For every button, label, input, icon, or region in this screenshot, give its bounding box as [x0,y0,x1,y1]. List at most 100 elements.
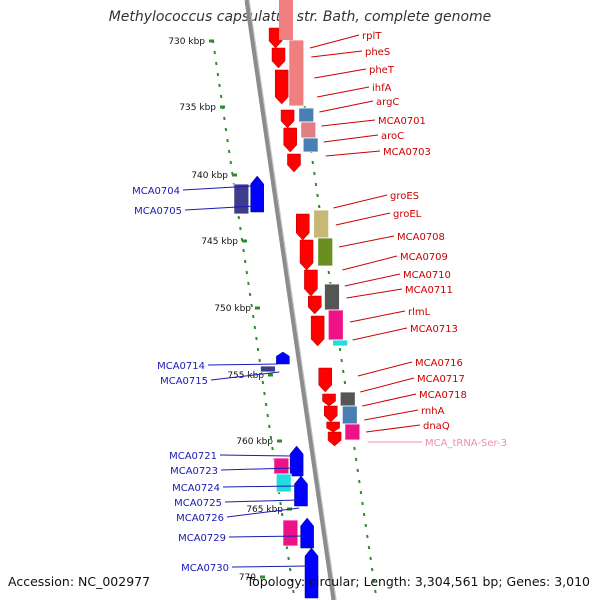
reverse-gene-label: MCA0726 [176,513,224,524]
reverse-gene-label: MCA0714 [157,361,205,372]
reverse-gene-label: MCA0704 [132,186,180,197]
forward-gene-arrow [283,127,297,153]
forward-gene-label: MCA0710 [403,270,451,281]
forward-gene-arrow [318,367,332,393]
topology-summary: Topology: circular; Length: 3,304,561 bp… [246,574,590,589]
forward-gene-arrow [271,47,286,69]
reverse-label-leader [226,507,300,518]
track-dot-right [364,523,367,528]
scale-label: 740 kbp [191,171,228,181]
forward-label-leader [319,100,374,113]
forward-label-leader [317,86,370,98]
track-dot-left [266,413,269,418]
forward-label-leader [335,212,391,226]
forward-gene-arrow [299,239,314,271]
track-dot-left [227,149,231,154]
feature-box [288,39,305,107]
track-dot-left [213,50,216,55]
forward-label-leader [360,377,415,393]
reverse-gene-arrow [304,547,319,599]
track-dot-right [338,347,342,352]
feature-box [327,309,344,341]
track-dot-left [223,116,226,121]
track-dot-right [356,468,359,473]
reverse-gene-arrow [300,517,314,549]
forward-gene-label: MCA0709 [400,252,448,263]
track-dot-left [285,545,289,550]
track-dot-left [261,380,265,385]
forward-label-leader [323,134,379,143]
forward-gene-label: MCA0708 [397,232,445,243]
forward-label-leader [352,327,408,341]
reverse-label-leader [228,535,304,538]
reverse-gene-label: MCA0730 [181,563,229,574]
forward-gene-label: rnhA [421,406,445,417]
feature-box [233,183,250,215]
forward-gene-arrow [280,109,295,129]
forward-label-leader [309,34,360,49]
track-dot-left [292,589,295,594]
feature-box [332,339,349,347]
reverse-gene-label: MCA0715 [160,376,208,387]
reverse-gene-label: MCA0721 [169,451,217,462]
track-dot-left [243,259,247,264]
forward-gene-label: MCA0718 [419,390,467,401]
forward-gene-label: aroC [381,131,404,142]
reverse-gene-arrow [276,351,290,365]
track-dot-left [248,292,252,297]
track-dot-right [367,545,371,550]
reverse-gene-label: MCA0724 [172,483,220,494]
reverse-gene-label: MCA0723 [170,466,218,477]
track-dot-right [327,270,331,275]
feature-box [313,209,330,239]
reverse-label-leader [222,485,296,488]
scale-label: 750 kbp [214,304,251,314]
track-dot-right [314,182,318,187]
feature-box [279,0,293,40]
feature-box [302,137,319,153]
track-dot-right [317,204,321,209]
forward-gene-label: MCA0716 [415,358,463,369]
reverse-label-leader [220,467,294,471]
feature-box [300,121,317,139]
forward-label-leader [346,288,403,299]
track-dot-left [218,83,221,88]
track-dot-right [353,446,356,451]
track-dot-left [279,501,282,506]
accession-label: Accession: NC_002977 [8,574,151,589]
track-dot-left [258,358,261,363]
track-dot-right [374,589,377,594]
track-dot-left [268,424,271,429]
track-dot-right [369,556,372,561]
track-dot-left [264,402,268,407]
track-dot-left [245,270,249,275]
forward-label-leader [333,194,388,209]
scale-label: 730 kbp [168,37,205,47]
track-dot-left [280,512,284,517]
forward-gene-arrow [307,295,322,315]
track-dot-right [343,380,347,385]
track-dot-left [253,325,257,330]
track-dot-left [290,578,294,583]
feature-box [341,405,358,425]
feature-box [339,391,356,407]
reverse-label-leader [210,371,280,381]
track-dot-right [361,501,364,506]
genome-backbone [244,0,337,600]
track-dot-left [263,391,266,396]
track-dot-left [255,336,258,341]
forward-gene-label: rlmL [408,307,431,318]
forward-gene-label: argC [376,97,399,108]
forward-gene-label: rplT [362,31,382,42]
forward-label-leader [364,409,419,421]
forward-label-leader [362,393,417,407]
forward-label-leader [311,50,363,58]
forward-label-leader [357,361,413,377]
track-dot-right [372,578,376,583]
forward-gene-arrow [310,315,325,347]
track-dot-right [359,490,363,495]
track-dot-left [239,226,242,231]
track-dot-right [311,160,314,165]
scale-label: 745 kbp [201,237,238,247]
track-dot-right [342,369,345,374]
